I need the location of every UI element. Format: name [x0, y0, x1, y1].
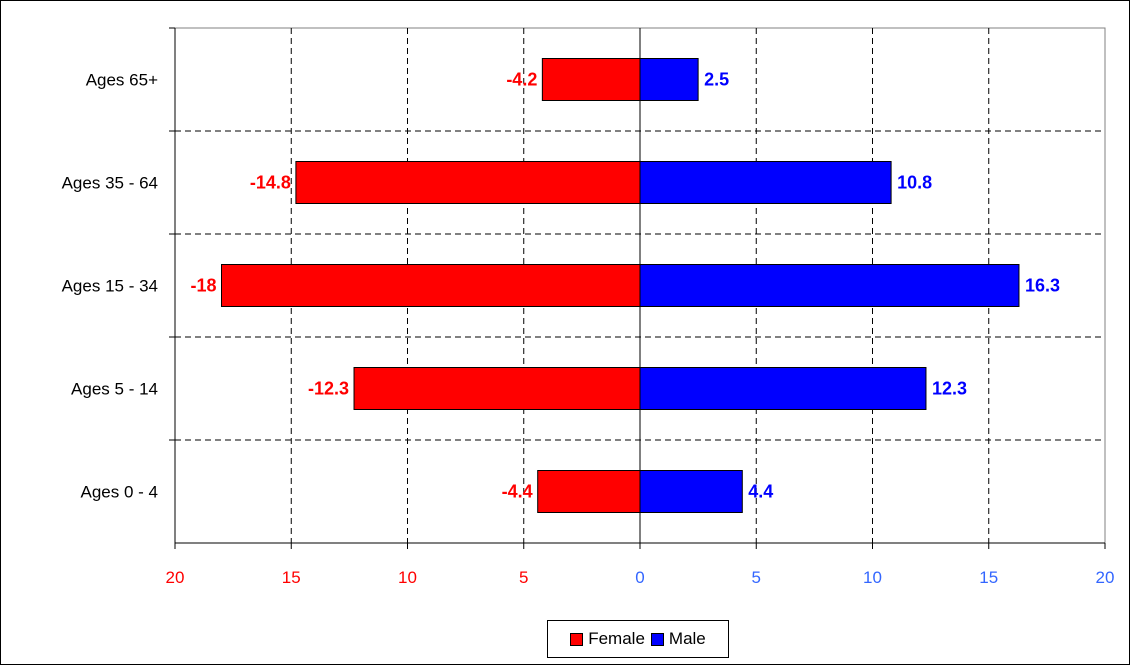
x-tick-label: 20 [166, 568, 185, 587]
x-tick-label: 10 [398, 568, 417, 587]
data-label-female: -12.3 [308, 379, 349, 399]
x-tick-label: 15 [282, 568, 301, 587]
x-tick-label: 5 [519, 568, 528, 587]
bar-male [639, 161, 892, 204]
category-label: Ages 0 - 4 [81, 483, 159, 502]
x-tick-label: 5 [752, 568, 761, 587]
legend-swatch-male [650, 632, 664, 646]
legend-item-female: Female [570, 629, 645, 649]
bar-female [221, 264, 641, 307]
legend-label-female: Female [588, 629, 645, 648]
x-tick-label: 0 [635, 568, 644, 587]
data-label-female: -4.4 [502, 482, 533, 502]
x-tick-label: 10 [863, 568, 882, 587]
data-label-female: -18 [190, 276, 216, 296]
bar-female [295, 161, 641, 204]
data-label-male: 16.3 [1025, 276, 1060, 296]
data-label-male: 4.4 [748, 482, 773, 502]
x-tick-label: 20 [1096, 568, 1115, 587]
bar-male [639, 367, 927, 410]
legend: Female Male [547, 620, 729, 658]
bar-male [639, 58, 699, 101]
legend-item-male: Male [650, 629, 706, 649]
category-label: Ages 5 - 14 [71, 380, 158, 399]
category-label: Ages 35 - 64 [62, 174, 158, 193]
data-label-male: 12.3 [932, 379, 967, 399]
category-label: Ages 65+ [86, 71, 158, 90]
data-label-male: 2.5 [704, 70, 729, 90]
bar-male [639, 470, 743, 513]
data-label-female: -14.8 [250, 173, 291, 193]
legend-label-male: Male [668, 629, 706, 648]
bar-female [537, 470, 641, 513]
bar-female [541, 58, 641, 101]
bar-female [353, 367, 641, 410]
legend-swatch-female [570, 632, 584, 646]
category-label: Ages 15 - 34 [62, 277, 158, 296]
bar-male [639, 264, 1020, 307]
x-tick-label: 15 [979, 568, 998, 587]
data-label-male: 10.8 [897, 173, 932, 193]
data-label-female: -4.2 [506, 70, 537, 90]
